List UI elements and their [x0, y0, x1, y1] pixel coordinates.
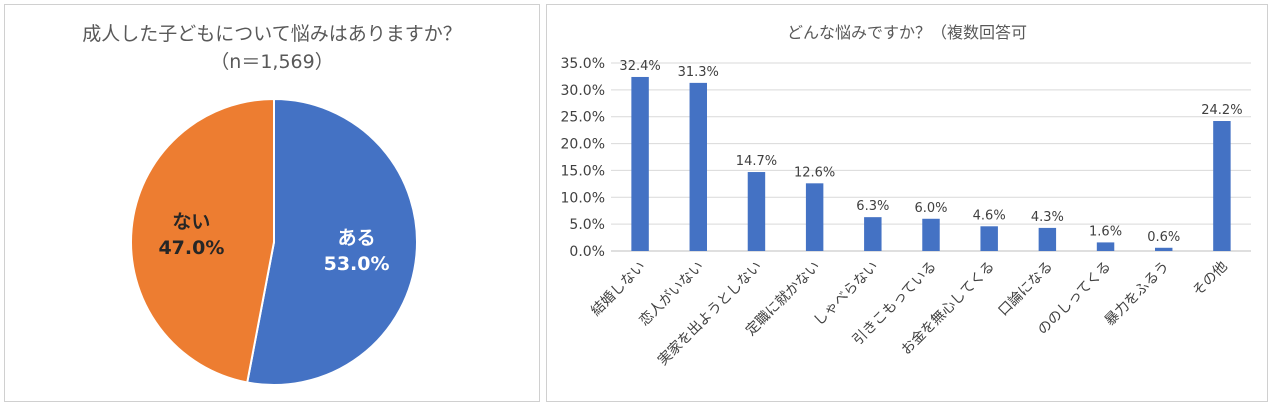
- bar: [747, 172, 766, 251]
- pie-chart-panel: 成人した子どもについて悩みはありますか？ （n＝1,569） ある 53.0% ない…: [4, 4, 540, 402]
- bar-value-label: 14.7%: [736, 154, 777, 169]
- x-category-label: 結婚しない: [588, 259, 649, 320]
- pie-slice-label: ない: [172, 211, 210, 233]
- bar: [689, 82, 707, 251]
- bar-value-label: 0.6%: [1147, 230, 1180, 245]
- y-tick-label: 20.0%: [561, 137, 605, 153]
- x-category-label: 口論になる: [995, 259, 1056, 320]
- bar-value-label: 6.0%: [914, 201, 947, 216]
- bar-chart-panel: どんな悩みですか？（複数回答可 0.0% 5.0% 10.0% 15.0% 20.0% 2…: [546, 4, 1268, 402]
- bar-value-label: 4.6%: [973, 208, 1006, 223]
- pie-chart-title: 成人した子どもについて悩みはありますか？: [82, 23, 462, 45]
- bar: [922, 218, 940, 251]
- bar-chart-title: どんな悩みですか？（複数回答可: [786, 23, 1027, 42]
- x-category-label: 実家を出ようとしない: [654, 258, 765, 369]
- bar-value-label: 24.2%: [1201, 103, 1242, 118]
- pie-slice-1: [246, 97, 418, 386]
- pie-slice-value-label: 47.0%: [158, 237, 224, 259]
- y-tick-label: 0.0%: [569, 244, 605, 260]
- bar: [805, 183, 824, 251]
- y-tick-label: 15.0%: [561, 163, 605, 179]
- bar: [864, 217, 882, 251]
- y-tick-label: 5.0%: [569, 217, 605, 233]
- x-category-label: その他: [1190, 259, 1231, 300]
- bar-value-label: 1.6%: [1089, 224, 1122, 239]
- bar-value-label: 32.4%: [619, 59, 660, 74]
- y-tick-label: 25.0%: [561, 110, 605, 126]
- y-tick-label: 30.0%: [561, 83, 605, 99]
- bar-value-label: 4.3%: [1031, 210, 1064, 225]
- pie-chart-subtitle: （n＝1,569）: [210, 51, 334, 73]
- pie-slice-value-label: 53.0%: [324, 253, 390, 275]
- bar: [1213, 121, 1231, 251]
- bar: [1096, 242, 1115, 251]
- pie-chart: ある 53.0% ない 47.0%: [130, 97, 418, 386]
- bar-value-label: 6.3%: [856, 199, 889, 214]
- bar-chart: 0.0% 5.0% 10.0% 15.0% 20.0% 25.0% 30.0% 35.0% 32…: [561, 56, 1251, 369]
- bar: [1038, 227, 1057, 251]
- y-tick-label: 10.0%: [561, 190, 605, 206]
- pie-slice-2: [130, 97, 275, 384]
- bar: [631, 76, 649, 251]
- y-tick-label: 35.0%: [561, 56, 605, 72]
- bar: [980, 226, 998, 251]
- bar-value-label: 12.6%: [794, 165, 835, 180]
- bar-value-label: 31.3%: [678, 65, 719, 80]
- pie-slice-label: ある: [338, 227, 376, 249]
- bar: [1155, 247, 1173, 251]
